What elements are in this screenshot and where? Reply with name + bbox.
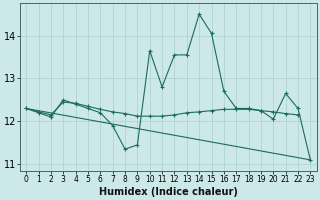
X-axis label: Humidex (Indice chaleur): Humidex (Indice chaleur) — [99, 187, 238, 197]
